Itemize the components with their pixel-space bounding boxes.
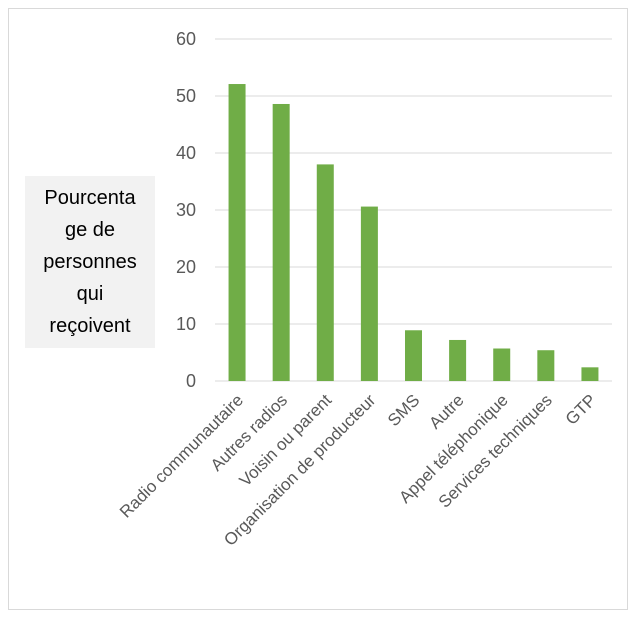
y-tick-label: 20 [176,257,196,277]
y-axis-label-line: personnes [43,251,137,273]
bar [493,348,511,381]
x-tick-label: GTP [562,391,600,429]
y-axis-label-line: qui [76,283,104,305]
y-tick-label: 0 [186,371,196,391]
bar [316,164,334,381]
y-tick-label: 30 [176,200,196,220]
y-axis-label-line: reçoivent [49,315,131,337]
y-tick-label: 40 [176,143,196,163]
y-tick-label: 50 [176,86,196,106]
y-axis-label-box [25,176,155,348]
y-axis-label: Pourcenta ge de personnes qui reçoivent [25,182,155,342]
bar [360,206,378,381]
bar [272,103,290,381]
bar [537,350,555,381]
x-tick-label: SMS [384,391,423,430]
y-tick-label: 60 [176,29,196,49]
y-axis-label-line: Pourcenta [44,187,136,209]
bar [449,339,467,381]
bar [581,367,599,381]
bar [228,84,246,381]
y-tick-label: 10 [176,314,196,334]
bar [405,330,422,381]
y-axis-label-line: ge de [64,219,116,241]
